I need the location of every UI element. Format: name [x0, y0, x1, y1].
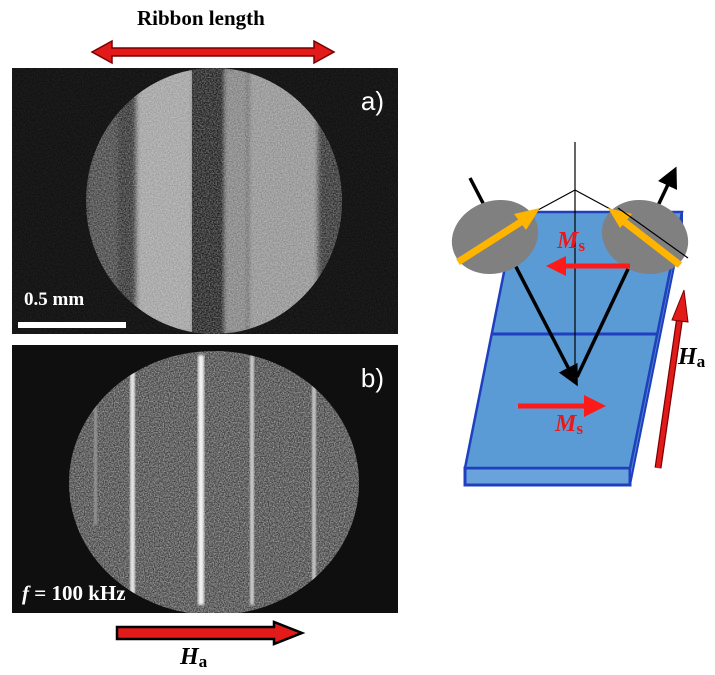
scale-bar-label: 0.5 mm: [24, 289, 85, 310]
upper-magnetization-arrow: [546, 256, 630, 276]
lower-magnetization-subscript: s: [576, 419, 584, 439]
micrograph-panel-a: a) 0.5 mm: [12, 68, 398, 334]
lower-magnetization-arrow: [518, 395, 606, 417]
applied-field-arrow: [115, 620, 306, 646]
kerr-geometry-diagram: [451, 142, 689, 487]
micrograph-panel-b: b) f = 100 kHz: [12, 345, 398, 613]
upper-magnetization-subscript: s: [578, 236, 586, 256]
panel-a-label: a): [360, 86, 384, 116]
upper-magnetization-symbol: M: [557, 228, 579, 254]
domain-wall-5: [94, 405, 97, 525]
domain-wall-2: [198, 355, 204, 605]
double-arrow-shape: [90, 39, 336, 65]
domain-wall-1: [130, 355, 135, 605]
ribbon-length-label: Ribbon length: [137, 6, 265, 30]
scale-bar: [18, 322, 126, 328]
diagram-field-arrow: [654, 289, 689, 469]
upper-magnetization-label: Ms: [557, 228, 585, 256]
frequency-symbol: f: [22, 581, 29, 605]
applied-field-arrow-shape: [115, 620, 306, 646]
lower-magnetization-symbol: M: [555, 411, 577, 437]
domain-wall-3: [250, 355, 254, 605]
ribbon-edge-front: [463, 466, 632, 487]
domain-wall-4: [312, 355, 316, 605]
reflected-polarization-arrows: [608, 207, 689, 268]
frequency-label: f = 100 kHz: [22, 581, 126, 606]
lower-magnetization-label: Ms: [555, 411, 583, 439]
panel-b-label: b): [360, 363, 384, 393]
applied-field-symbol: H: [180, 644, 199, 670]
beam-guide-left: [537, 189, 576, 211]
beam-guide-right: [574, 189, 613, 211]
applied-field-label: Ha: [180, 644, 207, 672]
diagram-field-label: Ha: [678, 344, 705, 372]
incident-polarization-arrow: [456, 208, 540, 265]
diagram-field-symbol: H: [678, 344, 697, 370]
applied-field-subscript: a: [198, 652, 208, 672]
ribbon-length-double-arrow: [90, 39, 336, 65]
frequency-value: = 100 kHz: [29, 581, 126, 605]
diagram-field-subscript: a: [696, 352, 706, 372]
